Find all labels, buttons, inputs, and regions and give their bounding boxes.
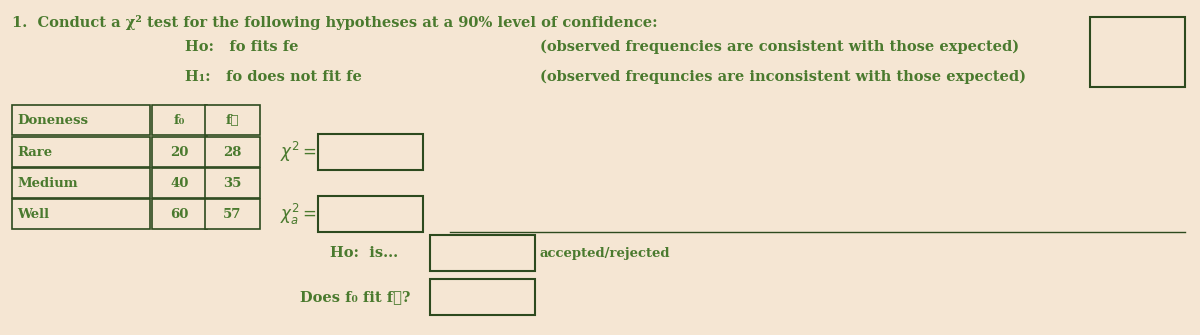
Bar (12, 105, 150, 135)
Text: f₀: f₀ (174, 114, 185, 127)
Text: 28: 28 (223, 145, 241, 158)
Text: 20: 20 (170, 145, 188, 158)
Bar (205, 168, 260, 198)
Text: Ho:  is...: Ho: is... (330, 246, 398, 260)
Text: Rare: Rare (17, 145, 52, 158)
Text: 57: 57 (223, 207, 241, 220)
Text: 40: 40 (170, 177, 188, 190)
Text: (observed frequncies are inconsistent with those expected): (observed frequncies are inconsistent wi… (540, 70, 1026, 84)
Text: (observed frequencies are consistent with those expected): (observed frequencies are consistent wit… (540, 40, 1019, 54)
Bar (12, 137, 150, 167)
Text: f⁥: f⁥ (226, 114, 239, 127)
Bar (12, 168, 150, 198)
Bar (152, 168, 208, 198)
Bar (318, 134, 424, 170)
Text: Ho:   fo fits fe: Ho: fo fits fe (185, 40, 299, 54)
Text: $\chi^2=$: $\chi^2=$ (280, 140, 317, 164)
Bar (1090, 17, 1186, 87)
Bar (430, 235, 535, 271)
Bar (152, 105, 208, 135)
Bar (152, 199, 208, 229)
Bar (205, 105, 260, 135)
Text: Does f₀ fit f⁥?: Does f₀ fit f⁥? (300, 290, 410, 304)
Bar (12, 199, 150, 229)
Text: Well: Well (17, 207, 49, 220)
Bar (152, 137, 208, 167)
Bar (318, 196, 424, 232)
Text: $\chi^2_a=$: $\chi^2_a=$ (280, 201, 317, 226)
Bar (430, 279, 535, 315)
Text: Medium: Medium (17, 177, 78, 190)
Text: Doneness: Doneness (17, 114, 88, 127)
Text: H₁:   fo does not fit fe: H₁: fo does not fit fe (185, 70, 362, 84)
Text: 35: 35 (223, 177, 241, 190)
Text: accepted/rejected: accepted/rejected (540, 247, 671, 260)
Text: 1.  Conduct a χ² test for the following hypotheses at a 90% level of confidence:: 1. Conduct a χ² test for the following h… (12, 15, 658, 30)
Text: 60: 60 (170, 207, 188, 220)
Bar (205, 137, 260, 167)
Bar (205, 199, 260, 229)
